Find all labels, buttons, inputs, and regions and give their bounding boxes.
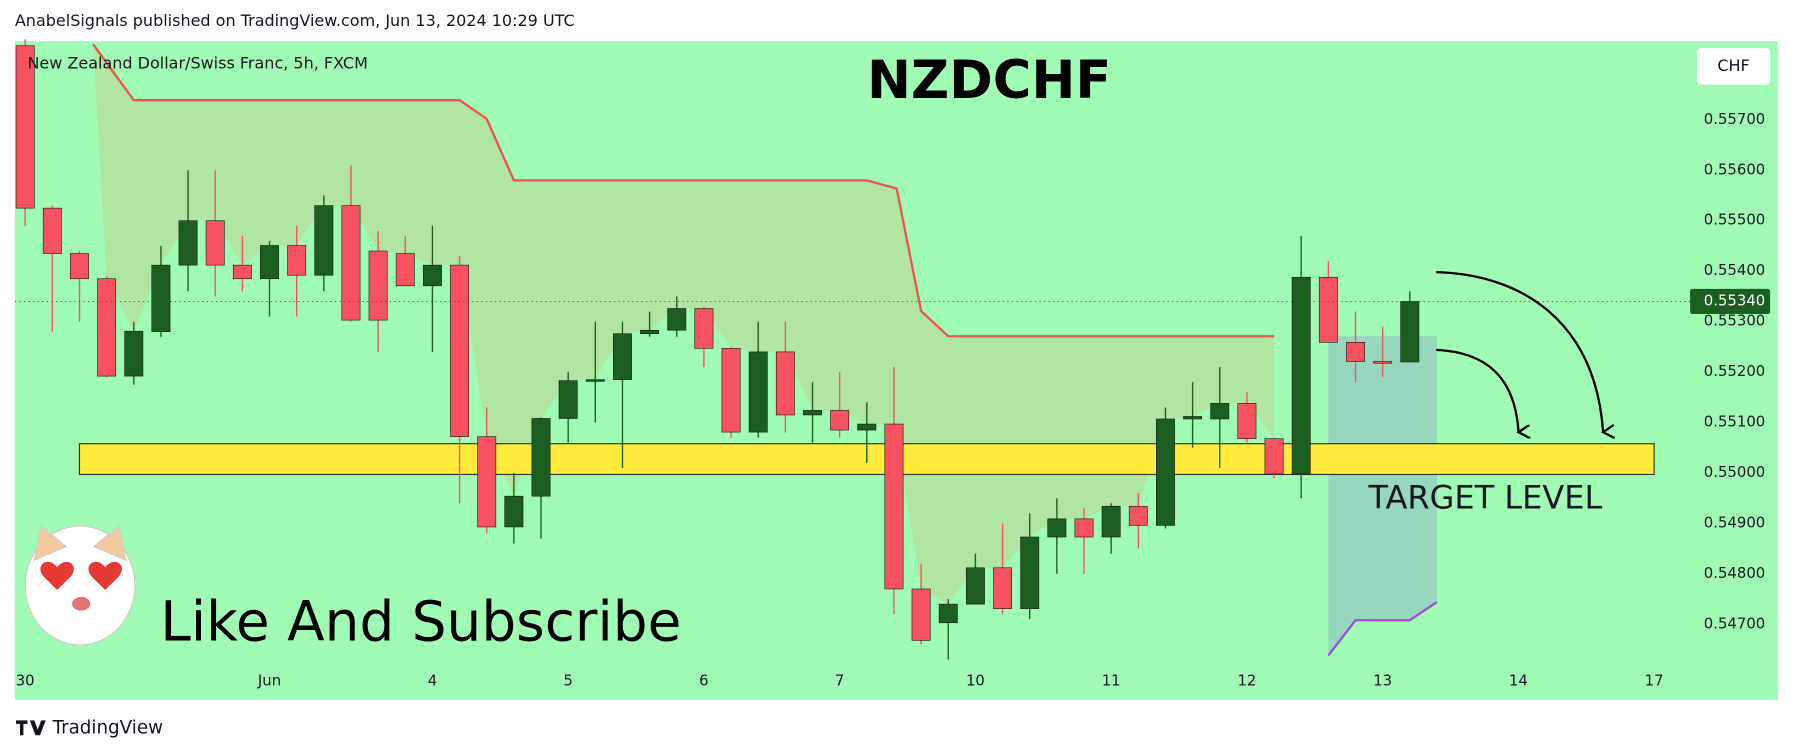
candle-body	[151, 264, 171, 333]
chart-title: NZDCHF	[867, 50, 1111, 111]
candle-body	[911, 588, 931, 641]
y-tick-label: 0.54800	[1704, 564, 1765, 582]
candle-body	[260, 245, 279, 280]
candle-body	[558, 380, 578, 419]
candle-body	[938, 603, 958, 624]
candle-body	[775, 351, 795, 416]
candle-body	[585, 379, 605, 382]
subscribe-text: Like And Subscribe	[160, 590, 681, 654]
candle-body	[965, 567, 985, 605]
arrow	[1436, 348, 1518, 432]
y-tick-label: 0.55500	[1704, 211, 1765, 229]
candle-body	[1210, 403, 1230, 420]
candle-body	[830, 410, 850, 431]
y-tick-label: 0.55200	[1704, 362, 1765, 380]
symbol-description: New Zealand Dollar/Swiss Franc, 5h, FXCM	[27, 54, 367, 73]
candle-body	[97, 278, 117, 377]
candle-body	[1373, 361, 1393, 364]
currency-box[interactable]	[1696, 48, 1771, 85]
candle-body	[1020, 536, 1040, 609]
candle-body	[1400, 301, 1420, 363]
cat-sticker	[24, 524, 136, 646]
y-tick-label: 0.55300	[1704, 312, 1765, 330]
candle-body	[368, 250, 388, 321]
candle-body	[1156, 418, 1175, 526]
candle-body	[341, 205, 361, 321]
candle-body	[15, 45, 35, 209]
y-tick-label: 0.55600	[1704, 160, 1765, 178]
x-tick-label: 10	[966, 672, 985, 690]
candle-body	[70, 253, 89, 280]
y-tick-label: 0.55000	[1704, 463, 1765, 481]
candle-body	[1128, 505, 1148, 526]
chart-bg	[14, 41, 1779, 700]
candle-body	[531, 418, 551, 497]
y-tick-label: 0.54700	[1704, 614, 1765, 632]
x-tick-label: 4	[428, 672, 437, 690]
y-tick-label: 0.54900	[1704, 513, 1765, 531]
support-line	[1327, 601, 1438, 657]
publish-header: AnabelSignals published on TradingView.c…	[15, 11, 575, 30]
last-price-box	[1690, 288, 1771, 315]
candle-body	[803, 410, 822, 416]
y-tick-label: 0.55700	[1704, 110, 1765, 128]
candle-body	[1264, 438, 1284, 475]
candle-body	[640, 329, 660, 335]
candle-body	[395, 253, 415, 287]
x-tick-label: 13	[1373, 672, 1392, 690]
candle-body	[504, 495, 524, 528]
arrow	[1436, 271, 1603, 432]
candle-body	[422, 264, 442, 287]
support-shade	[1328, 336, 1437, 656]
candle-body	[694, 308, 714, 349]
x-tick-label: 17	[1645, 672, 1664, 690]
x-tick-label: 5	[563, 672, 572, 690]
candle-body	[205, 220, 225, 266]
candle-body	[993, 567, 1012, 609]
candle-body	[1101, 505, 1121, 538]
candle-body	[124, 330, 144, 377]
candle-body	[748, 351, 768, 433]
candle-body	[1318, 276, 1338, 343]
candle-body	[1047, 518, 1067, 538]
target-label: TARGET LEVEL	[1367, 479, 1602, 517]
candle-body	[42, 207, 62, 254]
x-tick-label: 11	[1102, 672, 1121, 690]
candle-body	[287, 245, 307, 276]
candle-body	[178, 220, 198, 266]
candle-body	[314, 205, 334, 276]
footer-brand: TradingView	[52, 717, 164, 738]
x-tick-label: 6	[699, 672, 708, 690]
x-tick-label: 12	[1237, 672, 1256, 690]
candle-body	[1183, 416, 1203, 420]
x-tick-label: 7	[835, 672, 844, 690]
x-tick-label: 30	[16, 672, 35, 690]
candle-body	[1237, 403, 1257, 439]
last-price-label: 0.55340	[1704, 291, 1765, 309]
candle-body	[721, 348, 741, 433]
tv-logo	[16, 720, 46, 736]
candle-body	[477, 436, 497, 528]
y-tick-label: 0.55100	[1704, 413, 1765, 431]
candle-body	[884, 423, 904, 590]
resistance-line	[92, 43, 1275, 338]
x-tick-label: 14	[1509, 672, 1528, 690]
candle-body	[1074, 518, 1094, 538]
candle-body	[613, 333, 632, 380]
y-tick-label: 0.55400	[1704, 261, 1765, 279]
candle-body	[232, 264, 252, 280]
currency-label[interactable]: CHF	[1717, 56, 1749, 75]
candle-body	[1291, 276, 1311, 475]
candle-body	[1346, 342, 1365, 362]
candle-body	[450, 264, 470, 437]
candle-body	[667, 308, 687, 331]
candle-body	[857, 423, 877, 431]
x-tick-label: Jun	[257, 672, 281, 690]
